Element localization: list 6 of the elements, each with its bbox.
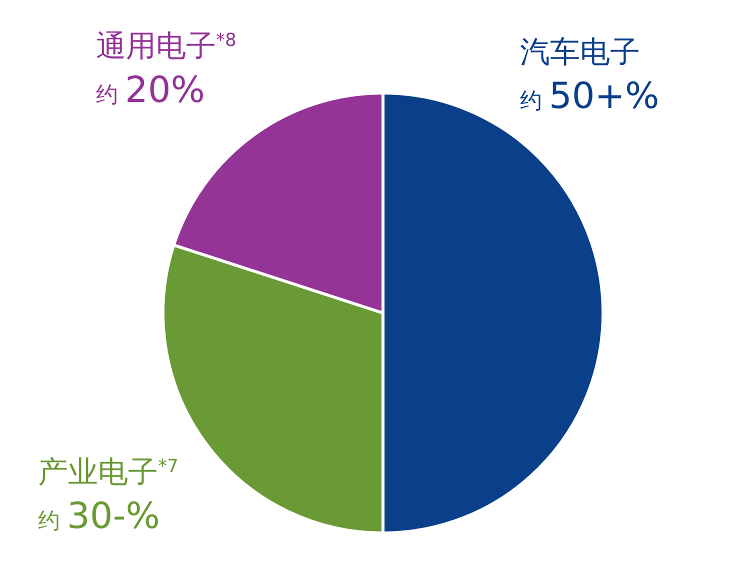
data-label: 约 30-% (38, 496, 160, 537)
slice-label: 通用电子$^{*8}$ (96, 29, 236, 64)
slice-label: 汽车电子 (520, 35, 640, 70)
data-label: 约 20% (96, 70, 206, 111)
data-label: 约 50+% (520, 76, 660, 117)
slice-label: 产业电子$^{*7}$ (38, 455, 178, 490)
